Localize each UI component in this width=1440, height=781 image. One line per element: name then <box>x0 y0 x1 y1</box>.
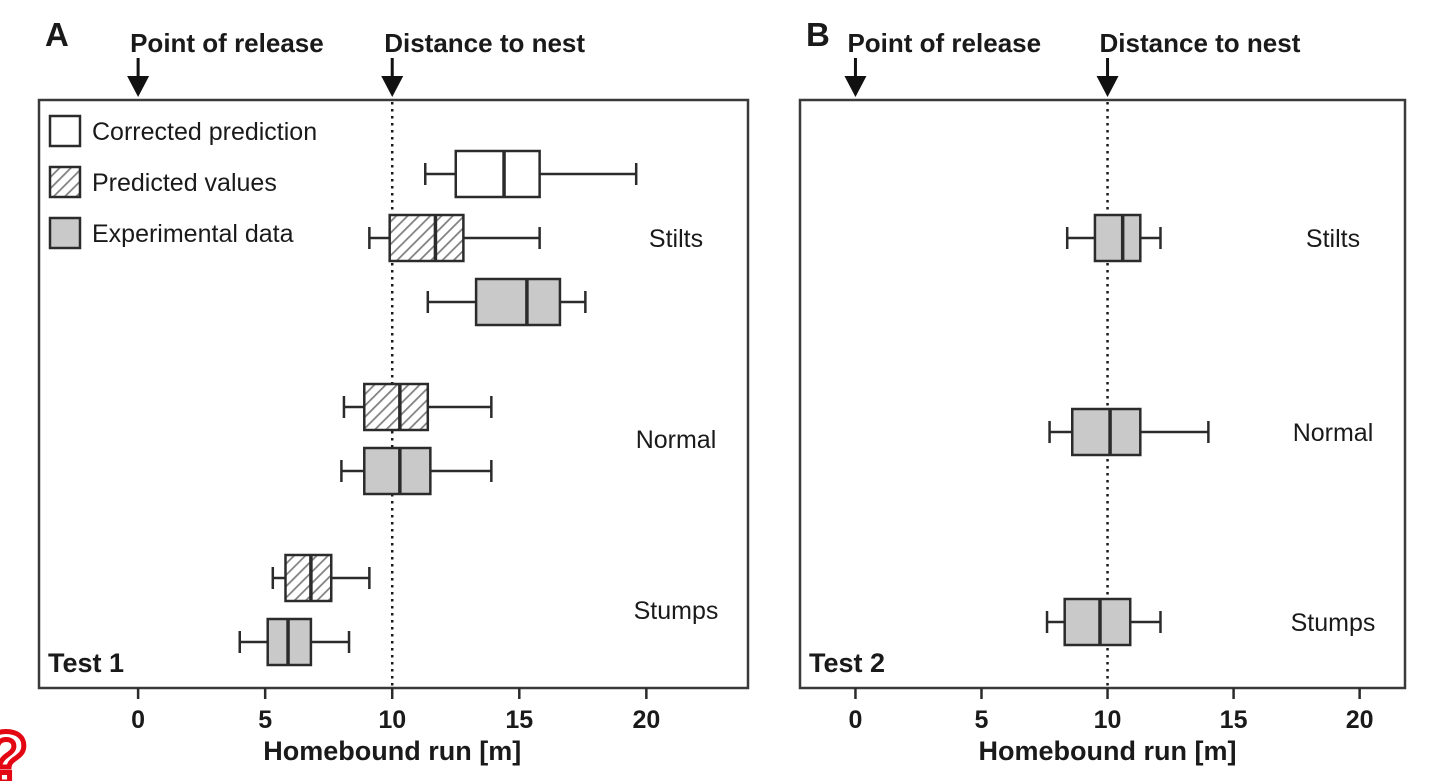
legend-swatch-gray <box>48 216 82 250</box>
group-label: Stumps <box>634 597 719 625</box>
legend-label: Predicted values <box>92 169 277 197</box>
group-label: Stumps <box>1291 609 1376 637</box>
legend-label: Corrected prediction <box>92 118 317 146</box>
annotation-label: Distance to nest <box>384 28 585 58</box>
box-hatched <box>284 553 333 603</box>
annotation-label: Point of release <box>130 28 324 58</box>
x-tick-label: 0 <box>849 706 863 734</box>
down-arrow-icon <box>127 76 150 97</box>
panel-letter: B <box>806 16 830 53</box>
box-hatched <box>388 213 465 263</box>
question-mark-annotation: ? <box>0 720 30 781</box>
box-gray <box>474 277 562 327</box>
annotation-label: Point of release <box>847 28 1041 58</box>
x-tick-label: 0 <box>131 706 145 734</box>
panel-a-boxplot: A Point of release Distance to nest Stilts N… <box>37 16 750 766</box>
box-gray <box>1093 213 1142 263</box>
box-hatched <box>363 382 430 432</box>
x-tick-label: 20 <box>1346 706 1374 734</box>
plot-border <box>798 98 1407 690</box>
x-tick-label: 5 <box>975 706 989 734</box>
down-arrow-icon <box>844 76 867 97</box>
group-label: Normal <box>636 426 717 454</box>
group-label: Stilts <box>1306 225 1360 253</box>
group-label: Stilts <box>649 225 703 253</box>
x-tick-label: 10 <box>378 706 406 734</box>
x-axis-label: Homebound run [m] <box>263 736 521 766</box>
legend-swatch-hatched <box>48 165 82 199</box>
plot-border <box>37 98 750 690</box>
down-arrow-icon <box>1096 76 1119 97</box>
x-axis-label: Homebound run [m] <box>979 736 1237 766</box>
box-gray <box>1071 407 1142 457</box>
x-tick-label: 15 <box>1220 706 1248 734</box>
x-tick-label: 10 <box>1094 706 1122 734</box>
box-gray <box>363 446 432 496</box>
box-white <box>454 149 541 199</box>
legend-swatch-white <box>48 114 82 148</box>
legend-label: Experimental data <box>92 220 294 248</box>
group-label: Normal <box>1293 419 1374 447</box>
annotation-label: Distance to nest <box>1100 28 1301 58</box>
test-label: Test 2 <box>809 648 885 678</box>
test-label: Test 1 <box>48 648 124 678</box>
panel-b-boxplot: B Point of release Distance to nest Stilts N… <box>798 16 1407 766</box>
down-arrow-icon <box>381 76 404 97</box>
box-gray <box>1063 597 1132 647</box>
x-tick-label: 5 <box>258 706 272 734</box>
x-tick-label: 15 <box>505 706 533 734</box>
x-tick-label: 20 <box>632 706 660 734</box>
panel-letter: A <box>45 16 69 53</box>
